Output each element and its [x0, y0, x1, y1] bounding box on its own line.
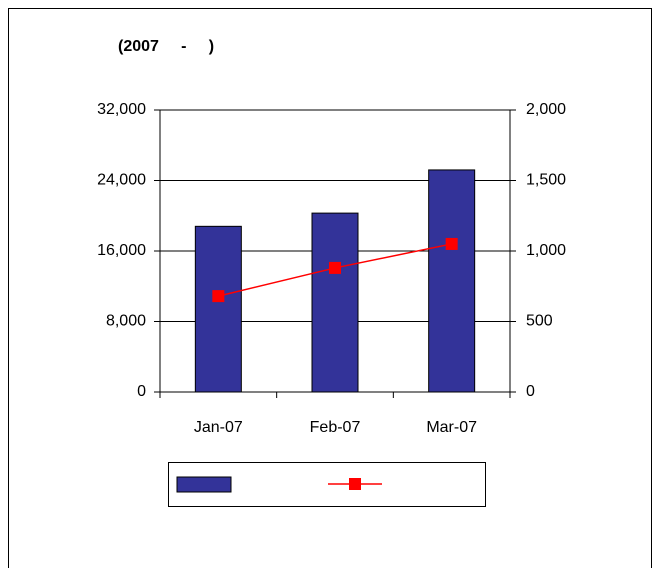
marker — [445, 237, 458, 250]
marker — [329, 261, 341, 274]
legend-swatch — [349, 478, 361, 490]
marker — [212, 290, 225, 303]
y2-tick-label: 1,000 — [526, 242, 566, 259]
y2-tick-label: 2,000 — [526, 101, 566, 118]
y-tick-label: 0 — [137, 383, 146, 400]
y-tick-label: 32,000 — [97, 101, 146, 118]
chart-title: (2007 - ) — [118, 38, 214, 55]
x-tick-label: Mar-07 — [426, 419, 477, 436]
y2-tick-label: 500 — [526, 313, 553, 330]
y2-tick-label: 0 — [526, 383, 535, 400]
bar — [428, 169, 476, 393]
bar — [311, 212, 359, 393]
x-tick-label: Jan-07 — [194, 419, 243, 436]
legend-swatch — [176, 476, 232, 493]
y-tick-label: 8,000 — [106, 313, 146, 330]
y-tick-label: 24,000 — [97, 172, 146, 189]
x-tick-label: Feb-07 — [310, 419, 361, 436]
y2-tick-label: 1,500 — [526, 172, 566, 189]
y-tick-label: 16,000 — [97, 242, 146, 259]
bar — [194, 225, 242, 393]
